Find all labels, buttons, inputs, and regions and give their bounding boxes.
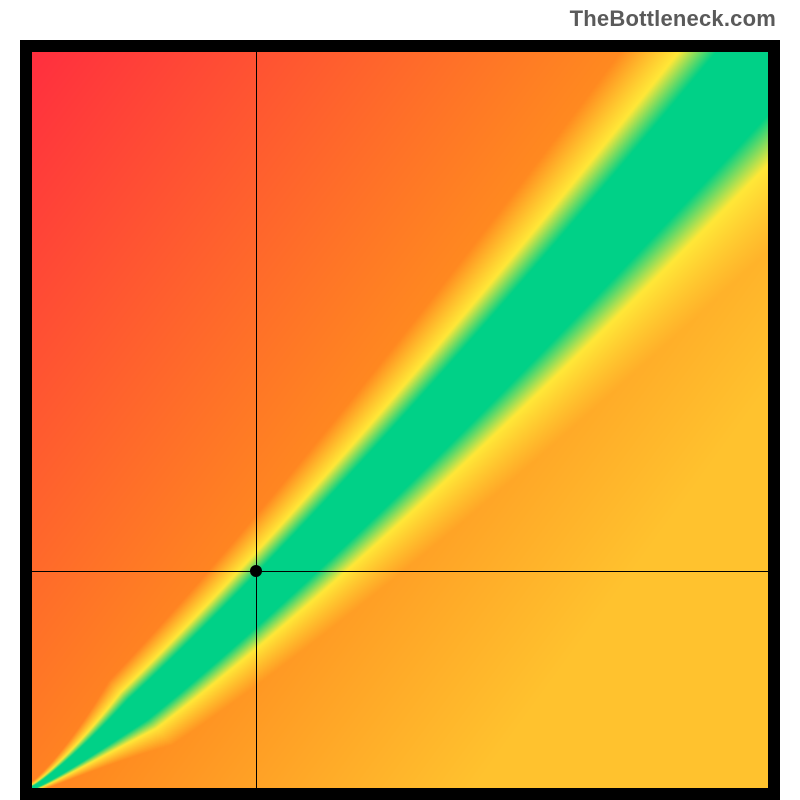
crosshair-horizontal [32, 571, 768, 572]
plot-area [32, 52, 768, 788]
heatmap-canvas [32, 52, 768, 788]
plot-outer-frame [20, 40, 780, 800]
marker-dot [250, 565, 262, 577]
attribution-label: TheBottleneck.com [570, 6, 776, 32]
chart-container: TheBottleneck.com [0, 0, 800, 800]
crosshair-vertical [256, 52, 257, 788]
